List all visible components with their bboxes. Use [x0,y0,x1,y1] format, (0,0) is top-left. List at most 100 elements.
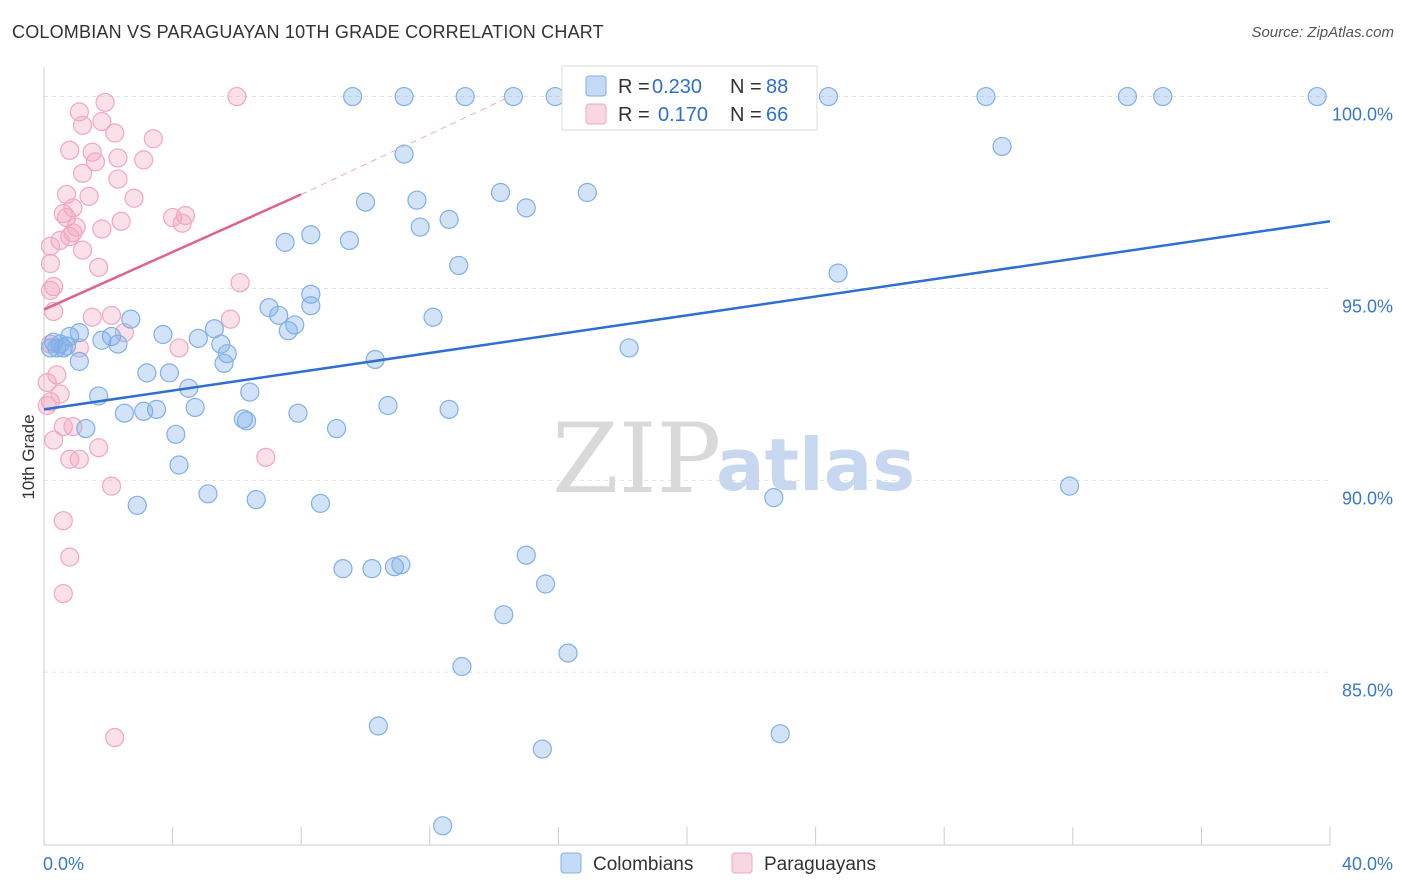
x-tick-label-max: 40.0% [1342,854,1393,874]
data-point-paraguayans [89,438,109,458]
axes [43,67,1331,846]
data-point-paraguayans [134,150,154,170]
data-point-paraguayans [66,217,86,237]
data-point-paraguayans [40,236,61,256]
data-point-colombians [166,424,186,444]
data-point-paraguayans [101,305,122,325]
data-point-colombians [301,284,321,304]
data-point-colombians [326,418,347,439]
data-point-paraguayans [85,152,106,172]
data-point-colombians [1153,86,1173,107]
data-point-colombians [394,86,414,107]
data-point-colombians [60,326,80,347]
data-point-colombians [577,182,597,203]
data-point-colombians [69,351,89,371]
trend-line-colombians [43,220,1331,411]
data-point-colombians [976,86,996,107]
stats-legend-n-value-paraguayans: 66 [766,104,788,126]
legend-label-paraguayans: Paraguayans [764,854,876,875]
data-point-colombians [137,363,157,383]
trend-line-dashed-paraguayans [300,96,511,195]
data-point-paraguayans [63,198,83,218]
legend-swatch-paraguayans [731,852,753,874]
y-tick-label: 100.0% [1332,105,1393,125]
data-point-colombians [217,344,237,364]
data-point-colombians [211,334,231,354]
data-point-colombians [269,305,289,325]
stats-legend-r-value-paraguayans: 0.170 [658,104,708,126]
data-point-colombians [619,338,639,358]
data-point-paraguayans [143,129,163,149]
data-point-colombians [1059,476,1080,496]
data-point-colombians [278,321,298,341]
data-point-paraguayans [50,384,70,404]
watermark-atlas: atlas [716,423,915,507]
data-point-colombians [433,816,453,836]
data-point-paraguayans [230,273,250,293]
data-point-paraguayans [53,511,73,531]
data-point-colombians [558,643,578,663]
data-point-colombians [535,574,556,594]
data-point-colombians [301,296,321,316]
data-point-colombians [770,724,790,744]
data-point-paraguayans [124,188,144,208]
data-point-colombians [378,395,398,416]
data-point-colombians [188,328,208,348]
data-point-colombians [92,330,112,350]
data-point-colombians [246,489,266,510]
data-point-colombians [391,555,411,575]
data-point-colombians [368,716,388,736]
data-point-paraguayans [92,111,112,132]
data-point-colombians [449,255,469,276]
series-legend: Colombians Paraguayans [560,852,876,875]
data-point-paraguayans [89,257,109,277]
data-point-paraguayans [108,169,128,189]
data-point-paraguayans [169,338,189,358]
data-point-colombians [169,455,189,475]
data-point-colombians [121,309,141,329]
series-colombians-points [40,86,1327,836]
data-point-paraguayans [40,253,61,274]
data-point-paraguayans [72,163,93,183]
data-point-colombians [1307,86,1327,107]
stats-legend-swatch-paraguayans [585,103,607,125]
data-point-paraguayans [101,476,122,496]
data-point-colombians [423,307,443,327]
watermark: ZIP atlas [552,403,915,515]
data-point-colombians [407,190,427,210]
data-point-colombians [545,86,565,107]
watermark-zip: ZIP [552,403,721,515]
data-point-paraguayans [172,213,192,233]
data-point-colombians [288,403,308,423]
data-point-colombians [394,144,414,164]
data-point-colombians [828,263,848,283]
data-point-colombians [69,322,89,343]
stats-legend-n-label-colombians: N = [730,76,762,98]
data-point-paraguayans [95,92,115,112]
legend-swatch-colombians [560,852,582,874]
data-point-paraguayans [105,123,125,143]
y-tick-label: 90.0% [1342,488,1393,508]
data-point-colombians [146,399,167,419]
data-point-colombians [818,86,839,107]
data-point-colombians [439,209,459,229]
data-point-colombians [301,225,321,245]
data-point-paraguayans [220,309,241,329]
data-point-colombians [185,397,205,418]
data-point-colombians [76,418,96,439]
data-point-colombians [490,182,511,203]
stats-legend-swatch-colombians [585,75,607,97]
data-point-colombians [343,86,363,107]
stats-legend-r-value-colombians: 0.230 [652,76,702,98]
data-point-paraguayans [82,307,102,327]
data-point-colombians [114,403,134,423]
data-point-paraguayans [72,240,93,260]
data-point-colombians [127,495,147,515]
y-tick-label: 95.0% [1342,296,1393,316]
data-point-colombians [310,493,331,513]
data-point-paraguayans [60,227,80,247]
data-point-paraguayans [60,140,80,160]
stats-legend-n-value-colombians: 88 [766,76,788,98]
data-point-paraguayans [60,547,80,567]
